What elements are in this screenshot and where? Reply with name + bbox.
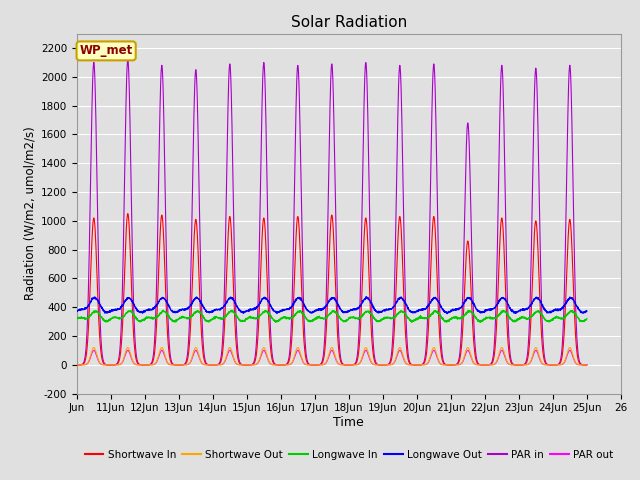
X-axis label: Time: Time bbox=[333, 416, 364, 429]
Title: Solar Radiation: Solar Radiation bbox=[291, 15, 407, 30]
Legend: Shortwave In, Shortwave Out, Longwave In, Longwave Out, PAR in, PAR out: Shortwave In, Shortwave Out, Longwave In… bbox=[81, 445, 617, 464]
Y-axis label: Radiation (W/m2, umol/m2/s): Radiation (W/m2, umol/m2/s) bbox=[24, 127, 36, 300]
Text: WP_met: WP_met bbox=[79, 44, 132, 58]
